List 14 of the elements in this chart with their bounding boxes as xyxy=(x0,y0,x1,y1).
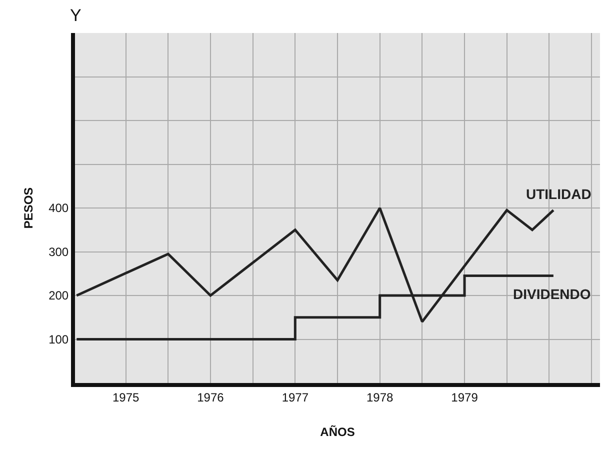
x-tick-label: 1978 xyxy=(366,390,394,404)
series-label: UTILIDAD xyxy=(526,186,592,202)
y-tick-label: 400 xyxy=(48,201,69,216)
x-tick-label: 1975 xyxy=(112,390,140,404)
x-tick-label: 1977 xyxy=(282,390,309,404)
x-tick-label: 1976 xyxy=(197,390,224,404)
y-tick-label: 200 xyxy=(48,288,69,303)
x-tick-label: 1979 xyxy=(451,390,478,404)
y-axis-title: PESOS xyxy=(21,187,36,229)
text: Y xyxy=(70,6,82,25)
x-axis-title: AÑOS xyxy=(320,424,355,439)
y-tick-label: 300 xyxy=(48,244,69,259)
series-label: DIVIDENDO xyxy=(513,286,591,302)
y-tick-label: 100 xyxy=(48,332,69,346)
